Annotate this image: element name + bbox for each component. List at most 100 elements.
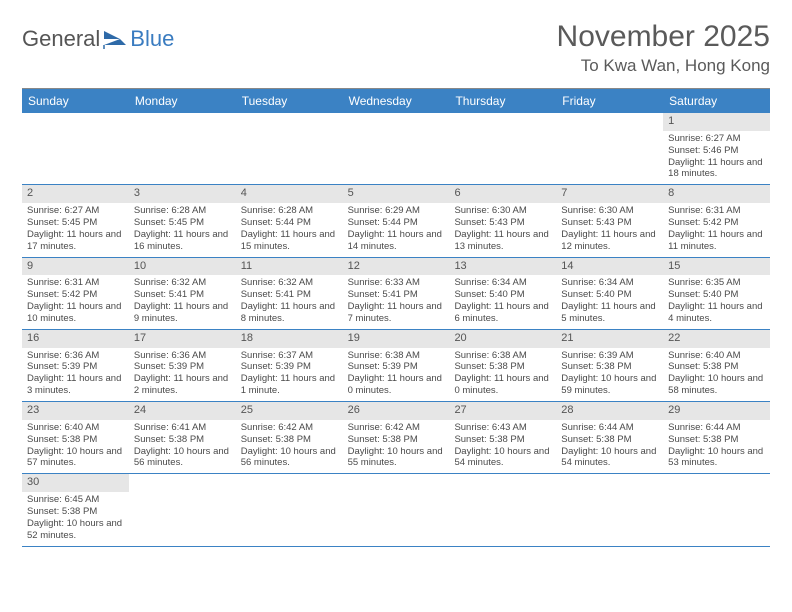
sunset-line: Sunset: 5:39 PM	[348, 361, 445, 373]
daylight-line: Daylight: 11 hours and 0 minutes.	[348, 373, 445, 397]
calendar-day: 6Sunrise: 6:30 AMSunset: 5:43 PMDaylight…	[449, 185, 556, 256]
calendar-empty	[236, 113, 343, 184]
calendar-week: 16Sunrise: 6:36 AMSunset: 5:39 PMDayligh…	[22, 330, 770, 402]
daylight-line: Daylight: 11 hours and 18 minutes.	[668, 157, 765, 181]
sunrise-line: Sunrise: 6:40 AM	[668, 350, 765, 362]
daylight-line: Daylight: 10 hours and 56 minutes.	[241, 446, 338, 470]
calendar-day: 30Sunrise: 6:45 AMSunset: 5:38 PMDayligh…	[22, 474, 129, 545]
daylight-line: Daylight: 11 hours and 9 minutes.	[134, 301, 231, 325]
daylight-line: Daylight: 10 hours and 57 minutes.	[27, 446, 124, 470]
calendar-day: 4Sunrise: 6:28 AMSunset: 5:44 PMDaylight…	[236, 185, 343, 256]
calendar-empty	[663, 474, 770, 545]
weekday-header: Sunday	[22, 89, 129, 113]
calendar-day: 3Sunrise: 6:28 AMSunset: 5:45 PMDaylight…	[129, 185, 236, 256]
calendar-day: 16Sunrise: 6:36 AMSunset: 5:39 PMDayligh…	[22, 330, 129, 401]
sunset-line: Sunset: 5:38 PM	[668, 434, 765, 446]
sunset-line: Sunset: 5:42 PM	[27, 289, 124, 301]
calendar-day: 26Sunrise: 6:42 AMSunset: 5:38 PMDayligh…	[343, 402, 450, 473]
sunrise-line: Sunrise: 6:45 AM	[27, 494, 124, 506]
calendar-day: 25Sunrise: 6:42 AMSunset: 5:38 PMDayligh…	[236, 402, 343, 473]
logo-text-b: Blue	[130, 26, 174, 52]
sunrise-line: Sunrise: 6:37 AM	[241, 350, 338, 362]
calendar-empty	[556, 113, 663, 184]
calendar-day: 12Sunrise: 6:33 AMSunset: 5:41 PMDayligh…	[343, 258, 450, 329]
sunrise-line: Sunrise: 6:31 AM	[27, 277, 124, 289]
calendar-day: 21Sunrise: 6:39 AMSunset: 5:38 PMDayligh…	[556, 330, 663, 401]
sunset-line: Sunset: 5:38 PM	[348, 434, 445, 446]
calendar: SundayMondayTuesdayWednesdayThursdayFrid…	[22, 88, 770, 547]
calendar-empty	[556, 474, 663, 545]
daylight-line: Daylight: 10 hours and 54 minutes.	[561, 446, 658, 470]
daylight-line: Daylight: 11 hours and 15 minutes.	[241, 229, 338, 253]
day-number: 13	[449, 258, 556, 276]
calendar-day: 20Sunrise: 6:38 AMSunset: 5:38 PMDayligh…	[449, 330, 556, 401]
day-number: 2	[22, 185, 129, 203]
title-block: November 2025 To Kwa Wan, Hong Kong	[557, 20, 770, 76]
calendar-empty	[236, 474, 343, 545]
day-number: 25	[236, 402, 343, 420]
sunset-line: Sunset: 5:38 PM	[561, 434, 658, 446]
sunset-line: Sunset: 5:39 PM	[134, 361, 231, 373]
weekday-header: Tuesday	[236, 89, 343, 113]
daylight-line: Daylight: 11 hours and 1 minute.	[241, 373, 338, 397]
day-number: 29	[663, 402, 770, 420]
sunset-line: Sunset: 5:39 PM	[27, 361, 124, 373]
daylight-line: Daylight: 11 hours and 8 minutes.	[241, 301, 338, 325]
day-number: 18	[236, 330, 343, 348]
logo-text-a: General	[22, 26, 100, 52]
calendar-empty	[129, 113, 236, 184]
calendar-day: 22Sunrise: 6:40 AMSunset: 5:38 PMDayligh…	[663, 330, 770, 401]
day-number: 23	[22, 402, 129, 420]
sunset-line: Sunset: 5:43 PM	[561, 217, 658, 229]
calendar-day: 23Sunrise: 6:40 AMSunset: 5:38 PMDayligh…	[22, 402, 129, 473]
day-number: 16	[22, 330, 129, 348]
sunrise-line: Sunrise: 6:44 AM	[668, 422, 765, 434]
sunset-line: Sunset: 5:41 PM	[134, 289, 231, 301]
sunset-line: Sunset: 5:38 PM	[241, 434, 338, 446]
sunset-line: Sunset: 5:45 PM	[134, 217, 231, 229]
daylight-line: Daylight: 10 hours and 52 minutes.	[27, 518, 124, 542]
weekday-header: Wednesday	[343, 89, 450, 113]
sunset-line: Sunset: 5:40 PM	[561, 289, 658, 301]
sunrise-line: Sunrise: 6:40 AM	[27, 422, 124, 434]
sunrise-line: Sunrise: 6:30 AM	[561, 205, 658, 217]
flag-icon	[102, 29, 128, 49]
day-number: 5	[343, 185, 450, 203]
calendar-day: 17Sunrise: 6:36 AMSunset: 5:39 PMDayligh…	[129, 330, 236, 401]
sunset-line: Sunset: 5:38 PM	[561, 361, 658, 373]
calendar-day: 29Sunrise: 6:44 AMSunset: 5:38 PMDayligh…	[663, 402, 770, 473]
calendar-week: 23Sunrise: 6:40 AMSunset: 5:38 PMDayligh…	[22, 402, 770, 474]
calendar-empty	[343, 474, 450, 545]
sunrise-line: Sunrise: 6:41 AM	[134, 422, 231, 434]
calendar-week: 9Sunrise: 6:31 AMSunset: 5:42 PMDaylight…	[22, 258, 770, 330]
sunset-line: Sunset: 5:38 PM	[134, 434, 231, 446]
sunrise-line: Sunrise: 6:42 AM	[348, 422, 445, 434]
calendar-day: 9Sunrise: 6:31 AMSunset: 5:42 PMDaylight…	[22, 258, 129, 329]
sunset-line: Sunset: 5:45 PM	[27, 217, 124, 229]
daylight-line: Daylight: 10 hours and 58 minutes.	[668, 373, 765, 397]
daylight-line: Daylight: 11 hours and 6 minutes.	[454, 301, 551, 325]
daylight-line: Daylight: 11 hours and 4 minutes.	[668, 301, 765, 325]
day-number: 21	[556, 330, 663, 348]
sunset-line: Sunset: 5:43 PM	[454, 217, 551, 229]
calendar-day: 8Sunrise: 6:31 AMSunset: 5:42 PMDaylight…	[663, 185, 770, 256]
calendar-day: 18Sunrise: 6:37 AMSunset: 5:39 PMDayligh…	[236, 330, 343, 401]
day-number: 28	[556, 402, 663, 420]
sunrise-line: Sunrise: 6:31 AM	[668, 205, 765, 217]
daylight-line: Daylight: 11 hours and 13 minutes.	[454, 229, 551, 253]
calendar-empty	[449, 113, 556, 184]
header: General Blue November 2025 To Kwa Wan, H…	[22, 20, 770, 76]
calendar-day: 14Sunrise: 6:34 AMSunset: 5:40 PMDayligh…	[556, 258, 663, 329]
day-number: 22	[663, 330, 770, 348]
sunset-line: Sunset: 5:41 PM	[348, 289, 445, 301]
sunrise-line: Sunrise: 6:27 AM	[668, 133, 765, 145]
weekday-header: Saturday	[663, 89, 770, 113]
sunrise-line: Sunrise: 6:34 AM	[454, 277, 551, 289]
day-number: 26	[343, 402, 450, 420]
sunrise-line: Sunrise: 6:39 AM	[561, 350, 658, 362]
sunset-line: Sunset: 5:38 PM	[27, 506, 124, 518]
daylight-line: Daylight: 11 hours and 5 minutes.	[561, 301, 658, 325]
sunrise-line: Sunrise: 6:36 AM	[27, 350, 124, 362]
sunrise-line: Sunrise: 6:33 AM	[348, 277, 445, 289]
sunset-line: Sunset: 5:44 PM	[348, 217, 445, 229]
